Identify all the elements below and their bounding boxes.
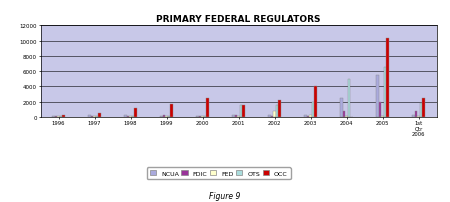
Bar — [62, 116, 65, 117]
Bar — [376, 76, 379, 117]
Bar — [273, 111, 276, 117]
Bar — [52, 116, 55, 117]
Text: Figure 9: Figure 9 — [209, 191, 241, 200]
Bar — [268, 116, 271, 117]
Bar — [420, 103, 422, 117]
Bar — [345, 116, 348, 117]
Bar — [170, 104, 173, 117]
Bar — [415, 111, 417, 117]
Bar — [163, 116, 165, 117]
Bar — [98, 113, 101, 117]
Bar — [237, 116, 240, 117]
Bar — [304, 116, 307, 117]
Bar — [124, 116, 127, 117]
Bar — [242, 106, 245, 117]
Legend: NCUA, FDIC, FED, OTS, OCC: NCUA, FDIC, FED, OTS, OCC — [147, 167, 291, 179]
Bar — [417, 116, 420, 117]
Bar — [204, 116, 206, 117]
Bar — [201, 116, 204, 117]
Bar — [271, 116, 273, 117]
Bar — [165, 116, 168, 117]
Bar — [348, 79, 350, 117]
Bar — [314, 87, 317, 117]
Bar — [343, 112, 345, 117]
Bar — [422, 99, 425, 117]
Bar — [206, 98, 209, 117]
Bar — [379, 102, 381, 117]
Bar — [309, 116, 312, 117]
Bar — [276, 106, 278, 117]
Bar — [232, 116, 235, 117]
Bar — [386, 39, 389, 117]
Title: PRIMARY FEDERAL REGULATORS: PRIMARY FEDERAL REGULATORS — [156, 15, 321, 24]
Bar — [196, 116, 199, 117]
Bar — [381, 116, 384, 117]
Bar — [278, 100, 281, 117]
Bar — [240, 106, 242, 117]
Bar — [235, 116, 237, 117]
Bar — [340, 98, 343, 117]
Bar — [312, 102, 314, 117]
Bar — [199, 116, 201, 117]
Bar — [88, 116, 91, 117]
Bar — [134, 108, 137, 117]
Bar — [307, 116, 309, 117]
Bar — [160, 116, 163, 117]
Bar — [412, 116, 415, 117]
Bar — [384, 68, 386, 117]
